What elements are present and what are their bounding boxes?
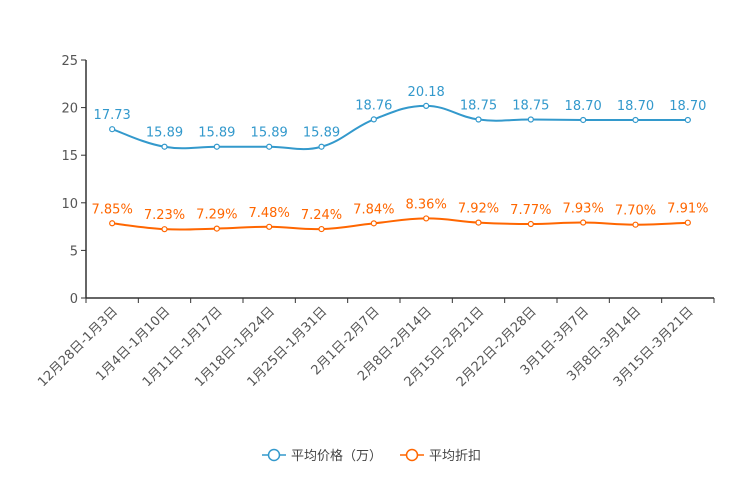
data-point (632, 221, 639, 228)
data-label: 15.89 (251, 126, 288, 141)
data-label: 18.70 (617, 99, 654, 114)
data-label: 18.70 (565, 99, 602, 114)
data-point (318, 143, 325, 150)
data-label: 8.36% (406, 197, 447, 212)
data-point (580, 219, 587, 226)
data-point (370, 220, 377, 227)
legend[interactable]: 平均价格（万） 平均折扣 (262, 448, 481, 464)
data-label: 7.91% (667, 202, 708, 217)
y-tick-label: 10 (61, 197, 78, 212)
data-label: 7.84% (353, 202, 394, 217)
y-tick-label: 20 (61, 102, 78, 117)
data-point (527, 116, 534, 123)
data-label: 7.70% (615, 204, 656, 219)
data-label: 18.76 (355, 98, 392, 113)
data-label: 7.92% (458, 202, 499, 217)
data-point (475, 116, 482, 123)
data-point (684, 116, 691, 124)
data-label: 20.18 (408, 85, 445, 100)
data-label: 15.89 (198, 126, 235, 141)
data-label: 7.48% (249, 206, 290, 221)
data-label: 18.75 (460, 99, 497, 114)
data-point (318, 225, 325, 233)
legend-circle-icon (267, 448, 281, 462)
data-point (161, 226, 168, 233)
data-point (213, 225, 220, 232)
data-label: 15.89 (146, 126, 183, 141)
data-label: 18.75 (512, 99, 549, 114)
data-label: 7.77% (510, 203, 551, 218)
data-point (109, 126, 116, 133)
legend-item-0[interactable]: 平均价格（万） (262, 448, 382, 464)
data-point (109, 220, 116, 227)
legend-item-1[interactable]: 平均折扣 (400, 448, 481, 464)
data-point (684, 219, 691, 226)
data-point (423, 215, 430, 222)
data-point (266, 143, 273, 150)
data-point (161, 143, 168, 150)
data-label: 7.24% (301, 208, 342, 223)
y-tick-label: 25 (61, 54, 78, 69)
y-tick-label: 15 (61, 149, 78, 164)
y-tick-label: 0 (70, 292, 78, 307)
data-label: 7.93% (563, 202, 604, 217)
series-line (112, 217, 688, 231)
data-point (632, 116, 639, 124)
series-layer: 17.73 15.89 15.89 15.89 15.89 18.76 20.18 18.75… (92, 85, 708, 233)
data-point (213, 143, 220, 150)
data-label: 17.73 (94, 108, 131, 123)
y-tick-label: 5 (70, 244, 78, 259)
legend-label: 平均折扣 (429, 449, 481, 464)
data-point (527, 220, 534, 228)
data-label: 7.23% (144, 208, 185, 223)
data-label: 7.85% (92, 202, 133, 217)
series-1: 7.85% 7.23% 7.29% 7.48% 7.24% 7.84% 8.36% 7.92%… (92, 197, 708, 233)
data-point (423, 102, 430, 109)
data-point (370, 116, 377, 123)
data-label: 15.89 (303, 126, 340, 141)
data-label: 18.70 (669, 99, 706, 114)
data-point (266, 223, 273, 230)
data-point (475, 219, 482, 226)
data-label: 7.29% (196, 208, 237, 223)
series-line (111, 104, 688, 151)
legend-label: 平均价格（万） (291, 448, 382, 464)
series-0: 17.73 15.89 15.89 15.89 15.89 18.76 20.18 18.75… (94, 85, 706, 151)
data-point (580, 116, 587, 124)
legend-circle-icon (405, 448, 419, 462)
